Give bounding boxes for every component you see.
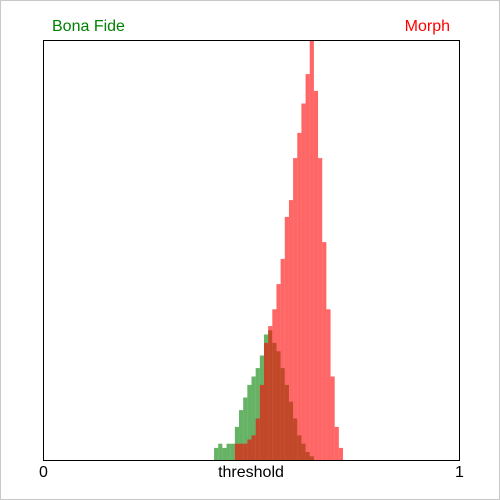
histogram-bar xyxy=(226,443,231,461)
histogram-bar xyxy=(305,74,310,461)
histogram-bar xyxy=(230,443,235,461)
histogram-bar xyxy=(276,284,281,461)
histogram-bar xyxy=(218,443,223,461)
histogram-bar xyxy=(251,376,256,461)
histogram-bar xyxy=(272,309,277,461)
histogram-bar xyxy=(338,447,344,461)
histogram-bar xyxy=(284,216,289,461)
histogram-bar xyxy=(268,326,273,461)
histogram-bar xyxy=(247,439,252,461)
legend-entry: Bona Fide xyxy=(52,18,125,35)
histogram-bar xyxy=(297,132,302,461)
histogram-bar xyxy=(263,342,269,461)
x-tick-label: 0 xyxy=(39,464,48,481)
legend-entry: Morph xyxy=(405,18,450,35)
histogram-bar xyxy=(255,368,260,461)
histogram-bar xyxy=(239,410,244,461)
histogram-bar xyxy=(334,426,339,461)
histogram-bar xyxy=(326,309,331,461)
histogram-bar xyxy=(255,418,260,461)
histogram-bar xyxy=(280,258,285,461)
histogram-bar xyxy=(234,443,240,461)
histogram-bar xyxy=(313,90,319,461)
histogram-bar xyxy=(259,384,264,461)
x-tick-label: 1 xyxy=(455,464,464,481)
histogram-bar xyxy=(301,103,306,461)
histogram-bar xyxy=(247,384,252,461)
plot-frame xyxy=(43,40,460,461)
histogram-bar xyxy=(222,447,227,461)
histogram-bar xyxy=(293,158,298,461)
histogram-bar xyxy=(318,158,323,461)
histogram-bar xyxy=(214,447,219,461)
histogram-bar xyxy=(251,435,256,461)
x-axis-label: threshold xyxy=(218,464,284,481)
histogram-bar xyxy=(243,443,248,461)
histogram-bar xyxy=(288,200,294,461)
histogram-bar xyxy=(330,376,335,461)
histogram-bar xyxy=(239,443,244,461)
histogram-bar xyxy=(309,40,314,461)
histogram-bar xyxy=(322,242,327,461)
histogram-bar xyxy=(243,397,248,461)
bars xyxy=(214,40,344,461)
